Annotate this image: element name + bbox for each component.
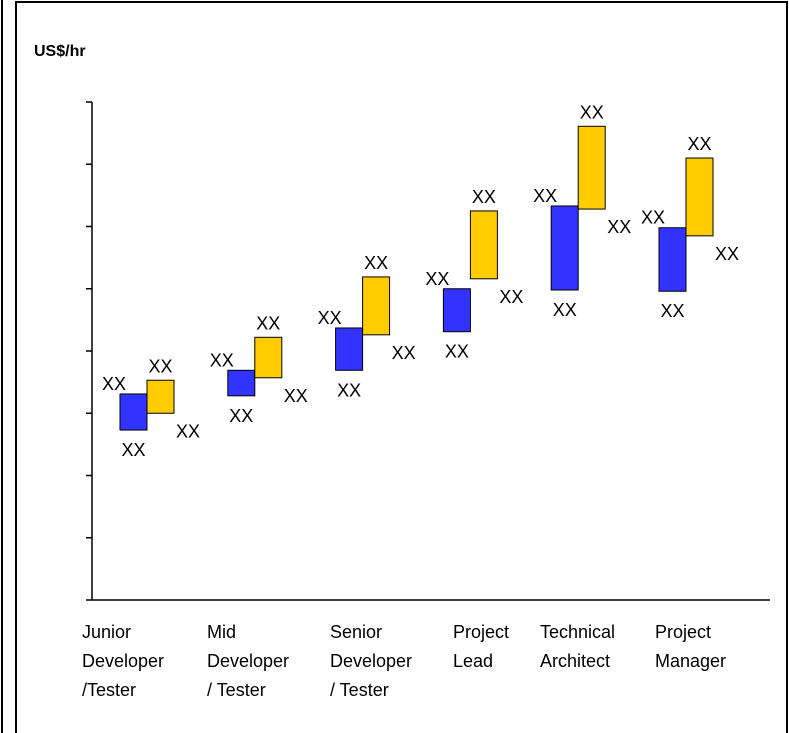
low-label: XX <box>499 287 523 307</box>
low-label: XX <box>445 342 469 362</box>
low-label: XX <box>715 244 739 264</box>
range-bar <box>254 336 283 379</box>
high-label: XX <box>580 102 604 122</box>
frame <box>15 1 788 733</box>
x-tick-label: / Tester <box>207 680 266 700</box>
high-label: XX <box>210 350 234 370</box>
low-label: XX <box>607 217 631 237</box>
high-label: XX <box>425 269 449 289</box>
high-label: XX <box>318 308 342 328</box>
low-label: XX <box>553 300 577 320</box>
low-label: XX <box>392 343 416 363</box>
range-bar <box>577 125 606 210</box>
range-bar <box>146 379 175 414</box>
high-label: XX <box>533 186 557 206</box>
x-tick-label: Mid <box>207 622 236 642</box>
x-tick-label: Architect <box>540 651 610 671</box>
chart-title: US$/hr <box>34 43 86 60</box>
x-tick-label: Project <box>655 622 711 642</box>
x-tick-label: Junior <box>82 622 131 642</box>
low-label: XX <box>284 386 308 406</box>
high-label: XX <box>102 374 126 394</box>
x-tick-label: / Tester <box>330 680 389 700</box>
high-label: XX <box>687 134 711 154</box>
range-bar <box>119 393 148 431</box>
range-bar <box>685 157 714 237</box>
high-label: XX <box>641 208 665 228</box>
low-label: XX <box>337 380 361 400</box>
x-tick-label: Project <box>453 622 509 642</box>
high-label: XX <box>364 253 388 273</box>
range-bar <box>550 205 579 291</box>
low-label: XX <box>176 421 200 441</box>
range-bar <box>335 327 364 371</box>
x-tick-label: Developer <box>82 651 164 671</box>
range-bar <box>227 369 256 397</box>
x-tick-label: Technical <box>540 622 615 642</box>
low-label: XX <box>660 301 684 321</box>
range-bar <box>658 227 687 292</box>
x-tick-label: Manager <box>655 651 726 671</box>
x-tick-label: Developer <box>207 651 289 671</box>
range-bar <box>362 276 391 336</box>
x-tick-label: Lead <box>453 651 493 671</box>
x-tick-label: Developer <box>330 651 412 671</box>
high-label: XX <box>472 187 496 207</box>
x-tick-label: /Tester <box>82 680 136 700</box>
range-bar <box>469 210 498 280</box>
low-label: XX <box>229 406 253 426</box>
low-label: XX <box>121 440 145 460</box>
x-tick-label: Senior <box>330 622 382 642</box>
high-label: XX <box>148 356 172 376</box>
high-label: XX <box>256 313 280 333</box>
range-bar <box>442 288 471 333</box>
